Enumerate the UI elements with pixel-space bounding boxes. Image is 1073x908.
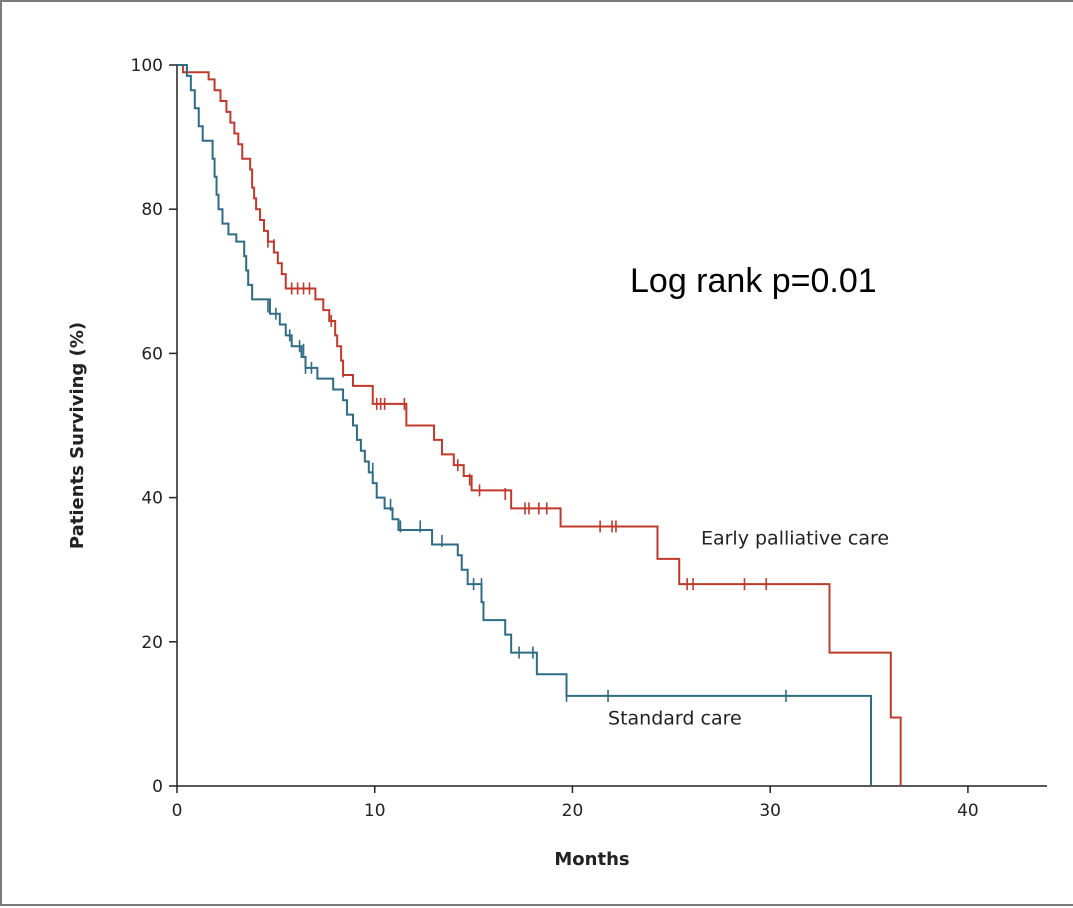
y-axis-label: Patients Surviving (%) bbox=[67, 322, 88, 549]
x-tick-label: 0 bbox=[172, 801, 183, 821]
y-tick-label: 100 bbox=[131, 56, 163, 76]
x-ticks: 0 10 20 30 40 bbox=[172, 786, 979, 821]
axes bbox=[176, 65, 1047, 787]
series-layer: Early palliative care Standard care bbox=[177, 64, 902, 786]
y-tick-label: 60 bbox=[141, 344, 163, 364]
x-tick-label: 30 bbox=[759, 801, 781, 821]
y-ticks: 0 20 40 60 80 100 bbox=[131, 56, 177, 797]
x-tick-label: 40 bbox=[957, 801, 979, 821]
survival-curve-standard-care bbox=[177, 64, 873, 786]
y-tick-label: 80 bbox=[141, 200, 163, 220]
survival-curve-early-palliative-care bbox=[177, 64, 902, 786]
log-rank-annotation: Log rank p=0.01 bbox=[630, 262, 877, 300]
series-label-standard-care: Standard care bbox=[608, 708, 742, 730]
y-tick-label: 0 bbox=[152, 777, 163, 797]
x-axis-label: Months bbox=[554, 849, 629, 870]
y-tick-label: 20 bbox=[141, 633, 163, 653]
series-standard-care: Standard care bbox=[177, 64, 873, 786]
x-tick-label: 10 bbox=[364, 801, 386, 821]
series-label-early-palliative-care: Early palliative care bbox=[701, 527, 889, 549]
y-tick-label: 40 bbox=[141, 489, 163, 509]
x-tick-label: 20 bbox=[562, 801, 584, 821]
series-early-palliative-care: Early palliative care bbox=[177, 64, 902, 786]
